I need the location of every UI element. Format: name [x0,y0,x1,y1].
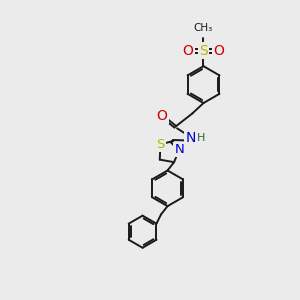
Text: CH₃: CH₃ [194,23,213,34]
Text: S: S [156,138,165,151]
Text: O: O [157,109,167,122]
Text: S: S [199,44,208,58]
Text: N: N [175,143,184,156]
Text: O: O [183,44,194,58]
Text: O: O [214,44,224,58]
Text: N: N [185,131,196,145]
Text: H: H [197,133,205,143]
